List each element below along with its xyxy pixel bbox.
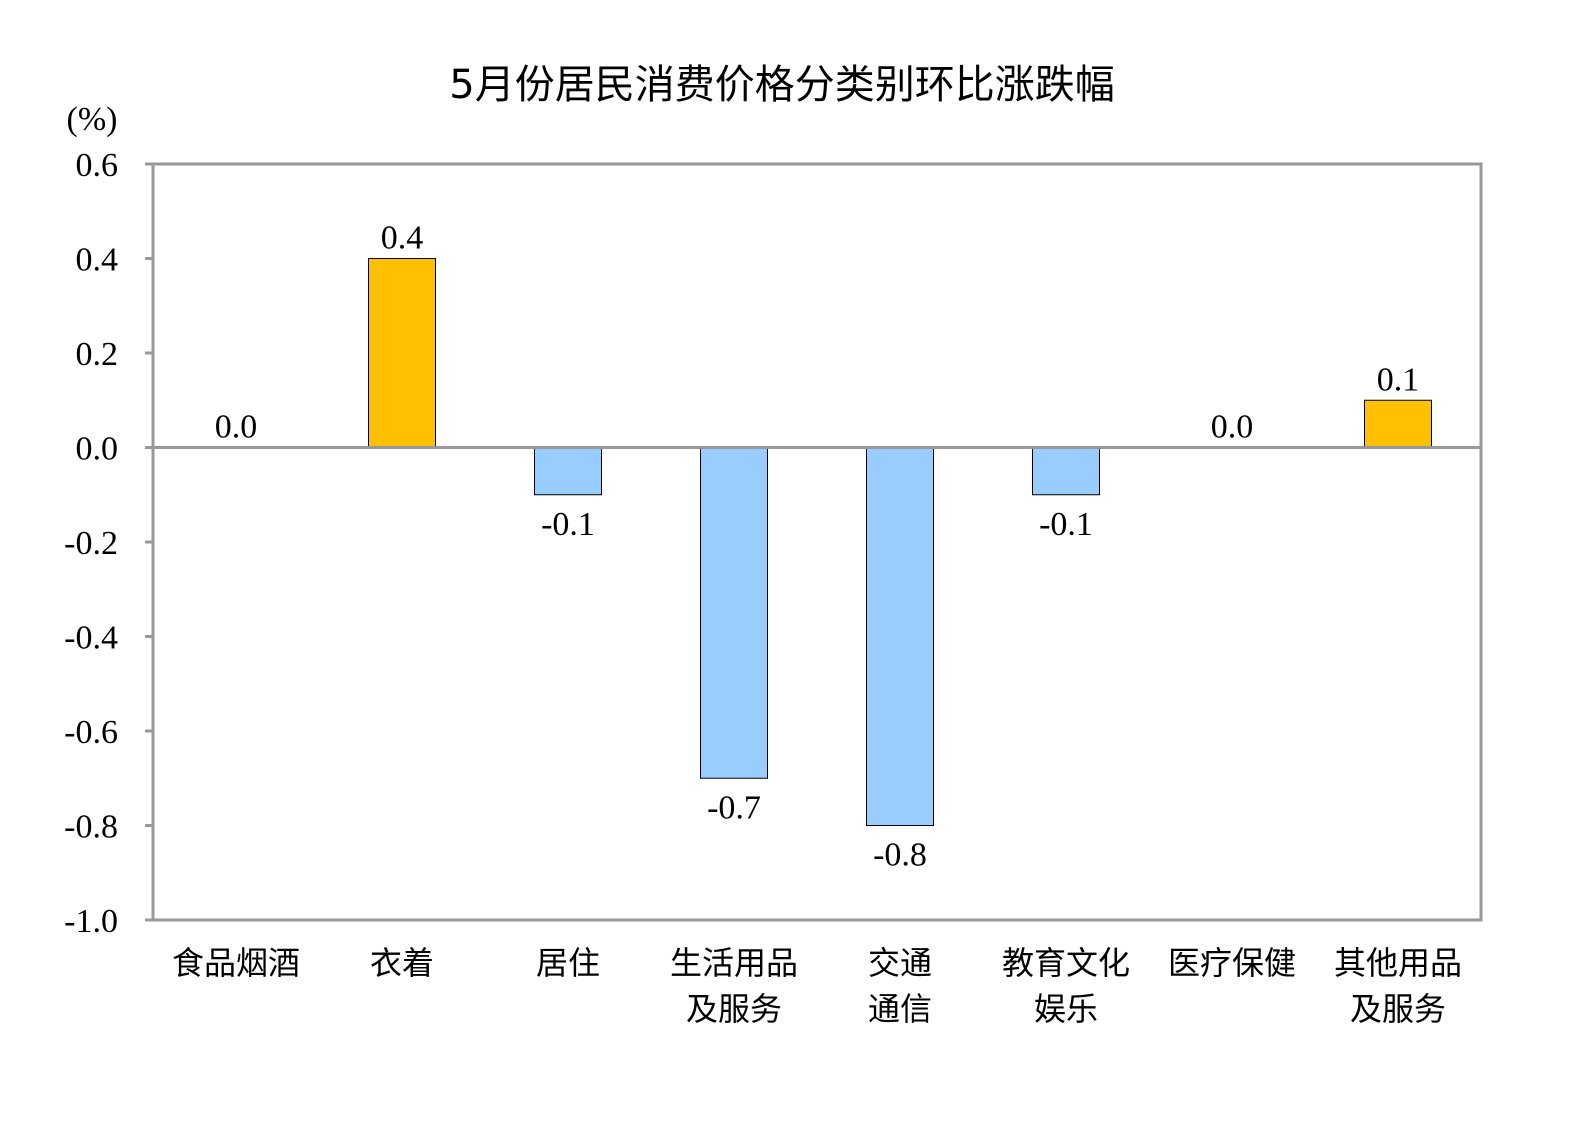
x-category-label: 交通 bbox=[868, 944, 932, 982]
x-category-label: 居住 bbox=[536, 944, 600, 982]
data-label: -0.7 bbox=[707, 789, 761, 826]
x-category-label: 教育文化 bbox=[1002, 944, 1130, 982]
plot-frame bbox=[151, 162, 1483, 922]
bar bbox=[534, 447, 602, 496]
x-category-label: 生活用品 bbox=[670, 944, 798, 982]
chart-title: 5月份居民消费价格分类别环比涨跌幅 bbox=[449, 62, 1114, 108]
y-tick-label: -0.4 bbox=[64, 620, 118, 657]
y-tick-label: -1.0 bbox=[64, 903, 118, 940]
x-category-label: 食品烟酒 bbox=[172, 944, 300, 982]
bar bbox=[1032, 447, 1100, 496]
bar bbox=[866, 447, 934, 826]
bar bbox=[368, 258, 436, 448]
y-tick-label: -0.8 bbox=[64, 809, 118, 846]
data-label: -0.1 bbox=[1039, 506, 1093, 543]
y-tick-label: 0.2 bbox=[76, 336, 119, 373]
y-axis-unit: (%) bbox=[67, 101, 118, 138]
data-label: -0.8 bbox=[873, 837, 927, 874]
bar bbox=[700, 447, 768, 779]
y-tick-label: 0.6 bbox=[76, 147, 119, 184]
data-label: 0.0 bbox=[1211, 409, 1254, 446]
y-tick-label: -0.2 bbox=[64, 525, 118, 562]
x-category-label: 及服务 bbox=[1350, 990, 1446, 1028]
x-category-label: 通信 bbox=[868, 990, 932, 1028]
x-category-label: 衣着 bbox=[370, 944, 434, 982]
data-label: -0.1 bbox=[541, 506, 595, 543]
x-category-label: 其他用品 bbox=[1334, 944, 1462, 982]
data-label: 0.4 bbox=[381, 220, 424, 257]
x-category-label: 娱乐 bbox=[1034, 990, 1098, 1028]
y-tick-label: 0.4 bbox=[76, 242, 119, 279]
x-category-label: 医疗保健 bbox=[1168, 944, 1296, 982]
bar bbox=[1364, 399, 1432, 448]
data-label: 0.0 bbox=[215, 409, 258, 446]
data-label: 0.1 bbox=[1377, 361, 1420, 398]
y-tick-label: 0.0 bbox=[76, 431, 119, 468]
x-category-label: 及服务 bbox=[686, 990, 782, 1028]
y-tick-label: -0.6 bbox=[64, 714, 118, 751]
